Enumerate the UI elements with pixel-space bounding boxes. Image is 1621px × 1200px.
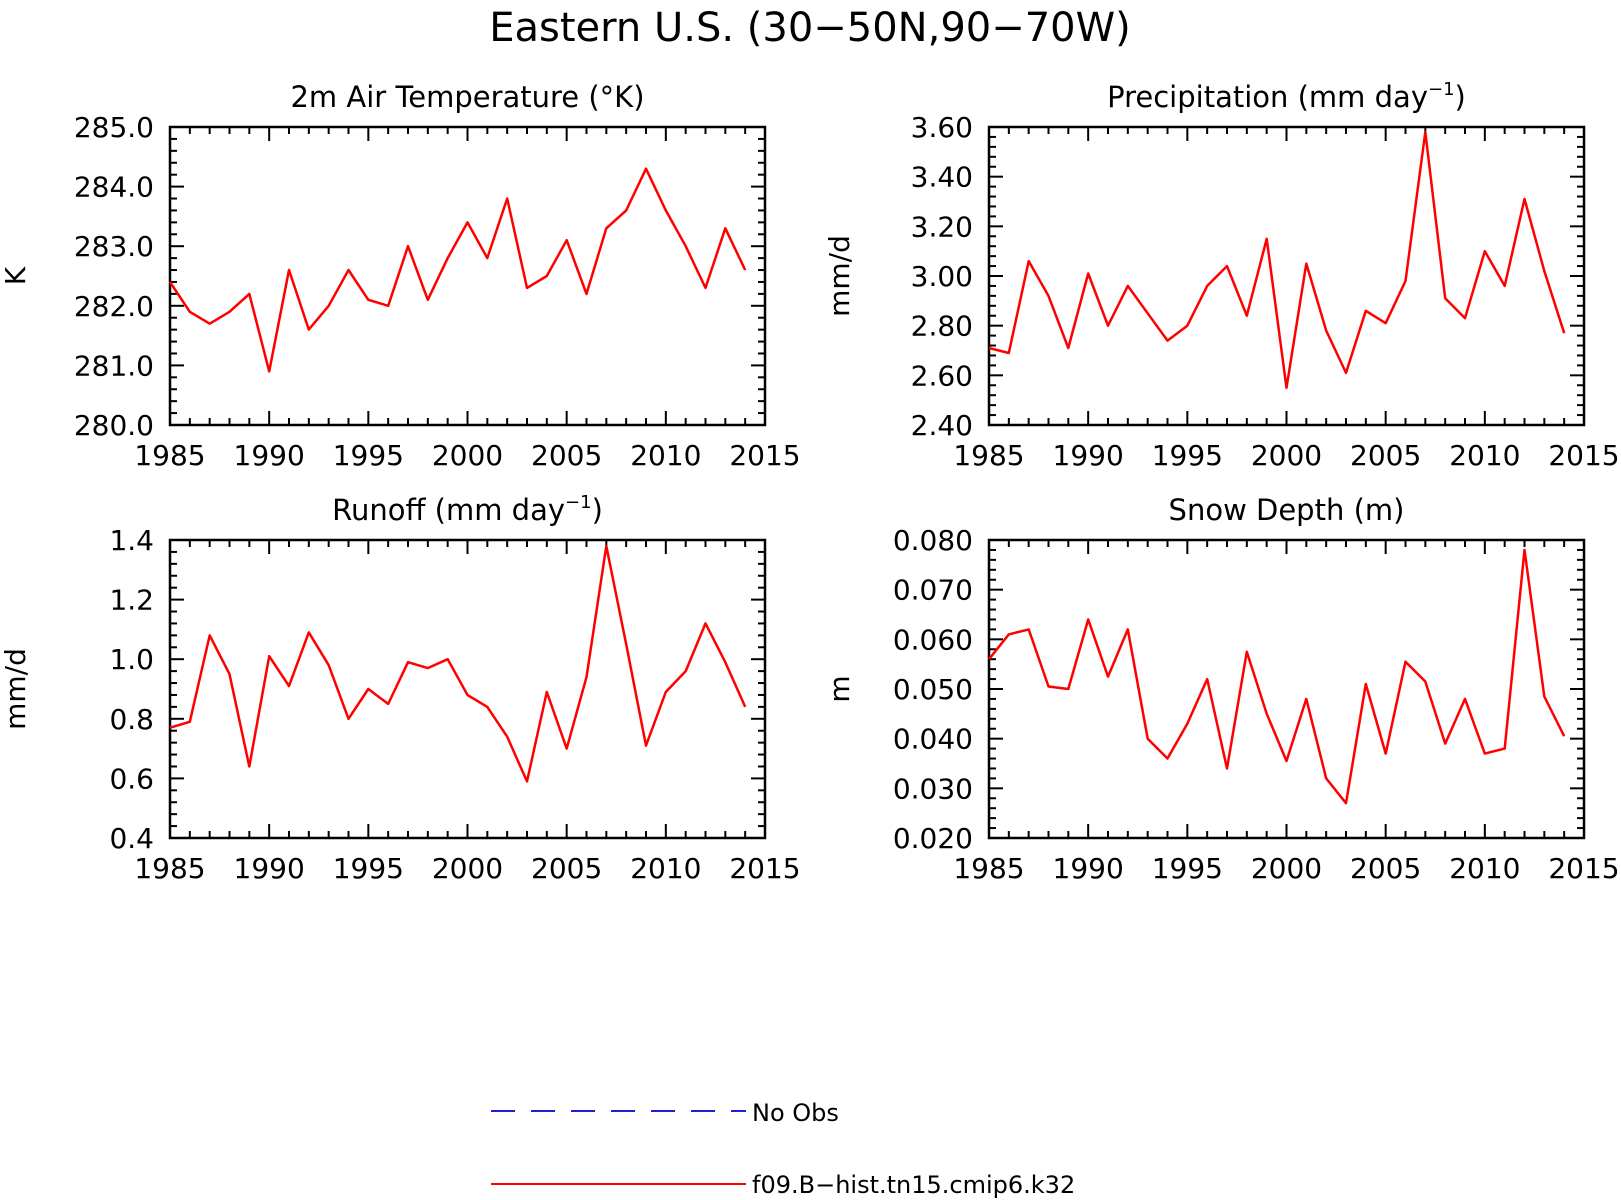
y-tick-label: 3.00 <box>911 260 973 293</box>
legend: No Obs f09.B−hist.tn15.cmip6.k32 <box>491 1099 1075 1199</box>
x-tick-label: 2000 <box>432 852 503 885</box>
series-line <box>988 548 1566 805</box>
x-tick-label: 1995 <box>1152 852 1223 885</box>
x-tick-label: 1990 <box>234 439 305 472</box>
x-tick-label: 2010 <box>630 852 701 885</box>
plot-frame <box>168 125 767 427</box>
x-tick-label: 2010 <box>1449 852 1520 885</box>
plot-frame <box>168 538 767 840</box>
y-tick-label: 0.4 <box>109 822 154 855</box>
y-tick-label: 3.20 <box>911 210 973 243</box>
y-tick-label: 0.060 <box>893 623 973 656</box>
series-line <box>168 167 747 373</box>
y-tick-label: 0.070 <box>893 574 973 607</box>
y-axis-label: K <box>0 266 32 285</box>
x-tick-label: 2000 <box>432 439 503 472</box>
y-tick-label: 2.80 <box>911 310 973 343</box>
panel-title: 2m Air Temperature (°K) <box>290 80 644 114</box>
plot-frame <box>987 538 1586 840</box>
y-tick-label: 2.40 <box>911 409 973 442</box>
y-axis-label: mm/d <box>0 648 32 730</box>
y-axis-label: mm/d <box>823 235 856 317</box>
y-axis-label: m <box>823 675 856 702</box>
x-tick-label: 1985 <box>134 439 205 472</box>
x-tick-label: 1990 <box>1053 852 1124 885</box>
y-tick-label: 283.0 <box>74 230 154 263</box>
y-tick-label: 1.2 <box>109 584 154 617</box>
x-tick-label: 2015 <box>729 852 800 885</box>
chart-panel-2: Precipitation (mm day−1) 1985 1990 1995 2000… <box>823 79 1620 472</box>
x-tick-label: 2005 <box>1350 439 1421 472</box>
x-tick-label: 2005 <box>531 439 602 472</box>
y-tick-label: 0.040 <box>893 723 973 756</box>
y-tick-label: 0.050 <box>893 673 973 706</box>
y-tick-label: 3.60 <box>911 111 973 144</box>
figure-title: Eastern U.S. (30−50N,90−70W) <box>489 5 1131 51</box>
chart-panel-3: Runoff (mm day−1) 1985 1990 1995 2000 2005 201… <box>0 492 801 885</box>
y-tick-label: 284.0 <box>74 171 154 204</box>
legend-label-no-obs: No Obs <box>752 1099 839 1127</box>
x-tick-label: 2010 <box>1449 439 1520 472</box>
chart-panels: 2m Air Temperature (°K) 1985 1990 1995 2000 2… <box>0 79 1620 885</box>
x-tick-label: 1995 <box>333 852 404 885</box>
x-tick-label: 2015 <box>1548 439 1619 472</box>
y-tick-label: 281.0 <box>74 349 154 382</box>
y-tick-label: 0.6 <box>109 762 154 795</box>
x-tick-label: 2015 <box>1548 852 1619 885</box>
y-tick-label: 3.40 <box>911 161 973 194</box>
y-tick-label: 0.030 <box>893 772 973 805</box>
panel-title: Runoff (mm day−1) <box>332 492 603 527</box>
y-tick-label: 2.60 <box>911 359 973 392</box>
x-tick-label: 1995 <box>1152 439 1223 472</box>
x-tick-label: 2000 <box>1251 439 1322 472</box>
legend-label-model: f09.B−hist.tn15.cmip6.k32 <box>752 1171 1075 1199</box>
x-tick-label: 2000 <box>1251 852 1322 885</box>
y-tick-label: 280.0 <box>74 409 154 442</box>
x-tick-label: 1985 <box>953 852 1024 885</box>
chart-panel-1: 2m Air Temperature (°K) 1985 1990 1995 2000 2… <box>0 80 801 472</box>
x-tick-label: 2005 <box>531 852 602 885</box>
y-tick-label: 0.020 <box>893 822 973 855</box>
series-line <box>988 130 1566 390</box>
x-tick-label: 1995 <box>333 439 404 472</box>
x-tick-label: 2005 <box>1350 852 1421 885</box>
y-tick-label: 0.8 <box>109 703 154 736</box>
x-tick-label: 2010 <box>630 439 701 472</box>
x-tick-label: 2015 <box>729 439 800 472</box>
panel-title: Precipitation (mm day−1) <box>1107 79 1466 114</box>
panel-title: Snow Depth (m) <box>1169 493 1405 527</box>
series-line <box>169 544 747 783</box>
y-tick-label: 1.4 <box>109 524 154 557</box>
y-tick-label: 282.0 <box>74 290 154 323</box>
x-tick-label: 1990 <box>234 852 305 885</box>
y-tick-label: 285.0 <box>74 111 154 144</box>
x-tick-label: 1985 <box>953 439 1024 472</box>
y-tick-label: 1.0 <box>109 643 154 676</box>
y-tick-label: 0.080 <box>893 524 973 557</box>
x-tick-label: 1990 <box>1053 439 1124 472</box>
x-tick-label: 1985 <box>134 852 205 885</box>
chart-panel-4: Snow Depth (m) 1985 1990 1995 2000 2005 2010 20… <box>823 493 1620 885</box>
